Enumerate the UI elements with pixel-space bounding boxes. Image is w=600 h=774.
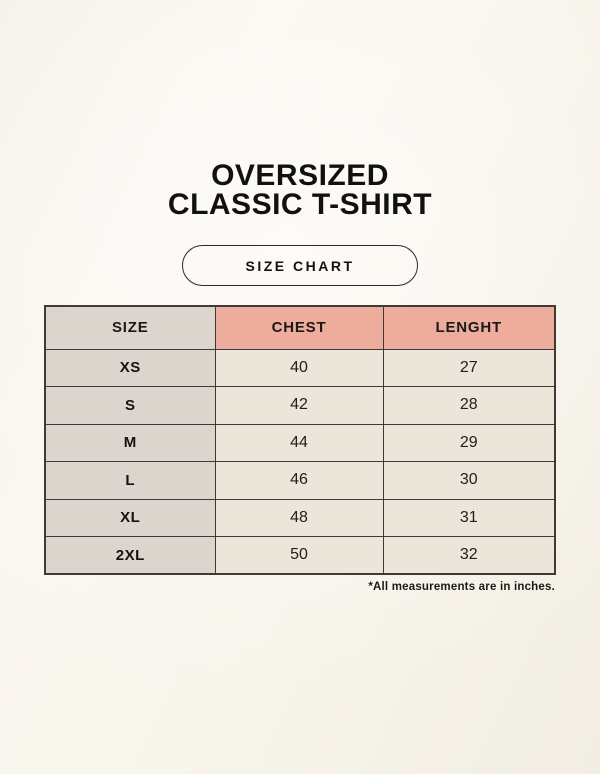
- size-cell: XL: [44, 498, 216, 537]
- length-cell: 30: [382, 461, 556, 500]
- size-cell: S: [44, 386, 216, 425]
- length-cell: 31: [382, 498, 556, 537]
- table-row: XS 40 27: [44, 348, 556, 387]
- size-table-body: XS 40 27 S 42 28 M 44 29 L 46 30 XL 48 31 2XL 50 32: [44, 348, 556, 575]
- column-header-chest: CHEST: [214, 305, 384, 350]
- size-chart-badge-label: SIZE CHART: [245, 257, 355, 274]
- length-cell: 32: [382, 536, 556, 575]
- table-row: XL 48 31: [44, 498, 556, 537]
- chest-cell: 44: [214, 423, 384, 462]
- column-header-size: SIZE: [44, 305, 216, 350]
- size-chart-badge: SIZE CHART: [182, 245, 418, 286]
- chest-cell: 42: [214, 386, 384, 425]
- chest-cell: 40: [214, 348, 384, 387]
- title-line-1: OVERSIZED: [211, 159, 389, 192]
- table-row: L 46 30: [44, 461, 556, 500]
- table-row: M 44 29: [44, 423, 556, 462]
- page-title: OVERSIZED CLASSIC T-SHIRT: [0, 0, 600, 221]
- table-row: 2XL 50 32: [44, 536, 556, 575]
- size-cell: M: [44, 423, 216, 462]
- length-cell: 27: [382, 348, 556, 387]
- chest-cell: 46: [214, 461, 384, 500]
- length-cell: 29: [382, 423, 556, 462]
- chest-cell: 48: [214, 498, 384, 537]
- column-header-length: LENGHT: [382, 305, 556, 350]
- chest-cell: 50: [214, 536, 384, 575]
- table-header-row: SIZE CHEST LENGHT: [44, 305, 556, 350]
- size-cell: L: [44, 461, 216, 500]
- size-cell: XS: [44, 348, 216, 387]
- table-row: S 42 28: [44, 386, 556, 425]
- size-table: SIZE CHEST LENGHT XS 40 27 S 42 28 M 44 29 L 46 30 X…: [44, 305, 556, 575]
- title-line-2: CLASSIC T-SHIRT: [167, 188, 433, 221]
- length-cell: 28: [382, 386, 556, 425]
- size-cell: 2XL: [44, 536, 216, 575]
- measurements-note: *All measurements are in inches.: [368, 581, 555, 593]
